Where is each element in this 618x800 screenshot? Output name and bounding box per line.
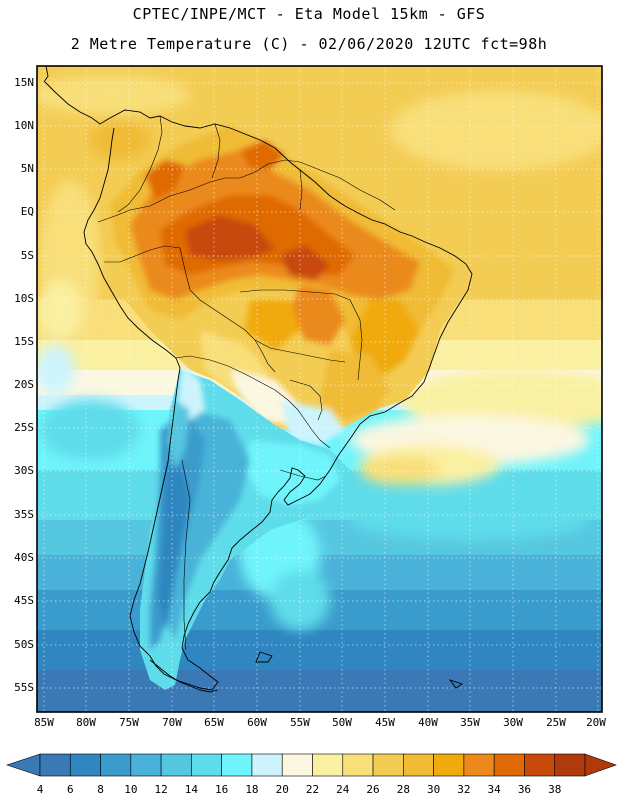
colorbar-tick-label: 32	[457, 783, 471, 796]
colorbar-swatch	[221, 753, 253, 777]
map-title-line-1: CPTEC/INPE/MCT - Eta Model 15km - GFS	[132, 5, 486, 23]
colorbar	[6, 753, 617, 777]
colorbar-swatch	[312, 753, 344, 777]
colorbar-swatch	[69, 753, 101, 777]
map-title-line-2: 2 Metre Temperature (C) - 02/06/2020 12U…	[70, 35, 548, 53]
lat-label: 30S	[14, 464, 34, 477]
colorbar-swatch	[403, 753, 434, 777]
lat-label: 10N	[14, 119, 34, 132]
colorbar-tick-label: 8	[97, 783, 104, 796]
lon-label: 40W	[418, 716, 438, 729]
colorbar-tick-label: 6	[66, 783, 74, 796]
lat-label: EQ	[20, 205, 34, 218]
colorbar-tick-label: 36	[517, 783, 532, 796]
colorbar-tick-label: 16	[215, 783, 229, 796]
colorbar-swatch	[191, 753, 222, 777]
lon-label: 80W	[76, 716, 96, 729]
lat-label: 50S	[14, 638, 34, 651]
lon-label: 65W	[204, 716, 224, 729]
colorbar-tick-label: 4	[36, 783, 44, 796]
colorbar-swatch	[524, 753, 556, 777]
lon-label: 30W	[503, 716, 523, 729]
colorbar-tick-label: 34	[487, 783, 501, 796]
colorbar-tick-label: 20	[275, 783, 289, 796]
colorbar-tick-label: 28	[396, 783, 410, 796]
colorbar-swatch	[251, 753, 283, 777]
colorbar-tick-label: 38	[548, 783, 562, 796]
lat-label: 40S	[14, 551, 34, 564]
lon-label: 70W	[162, 716, 182, 729]
colorbar-arrow-low	[6, 753, 41, 777]
temperature-field	[37, 66, 602, 712]
country-borders	[97, 115, 396, 651]
colorbar-swatch	[463, 753, 495, 777]
lat-label: 45S	[14, 594, 34, 607]
lon-label: 55W	[290, 716, 310, 729]
colorbar-arrow-high	[584, 753, 617, 777]
colorbar-tick-label: 12	[154, 783, 168, 796]
colorbar-swatch	[554, 753, 586, 777]
lat-label: 5N	[20, 162, 34, 175]
colorbar-swatch	[160, 753, 192, 777]
colorbar-tick-label: 24	[336, 783, 350, 796]
lat-label: 55S	[14, 681, 34, 694]
colorbar-tick-label: 22	[305, 783, 320, 796]
colorbar-swatch	[39, 753, 71, 777]
colorbar-swatch	[281, 753, 313, 777]
lat-label: 20S	[14, 378, 34, 391]
colorbar-tick-label: 26	[366, 783, 380, 796]
lon-label: 60W	[247, 716, 267, 729]
colorbar-tick-label: 18	[245, 783, 259, 796]
colorbar-swatch	[433, 753, 465, 777]
colorbar-swatch	[342, 753, 374, 777]
map-frame	[36, 65, 603, 713]
lon-label: 45W	[375, 716, 395, 729]
colorbar-swatch	[100, 753, 132, 777]
lat-label: 10S	[14, 292, 34, 305]
lat-label: 35S	[14, 508, 34, 521]
colorbar-tick-label: 10	[124, 783, 138, 796]
colorbar-swatch	[130, 753, 162, 777]
land-temperature	[100, 120, 472, 690]
lon-label: 85W	[34, 716, 54, 729]
lat-label: 15N	[14, 76, 34, 89]
lat-label: 25S	[14, 421, 34, 434]
lon-label: 50W	[332, 716, 352, 729]
coastline	[43, 66, 473, 693]
lon-label: 25W	[546, 716, 566, 729]
lon-label: 20W	[586, 716, 606, 729]
lat-label: 15S	[14, 335, 34, 348]
colorbar-tick-label: 30	[426, 783, 441, 796]
lon-label: 35W	[460, 716, 480, 729]
lat-label: 5S	[20, 249, 34, 262]
lon-label: 75W	[119, 716, 139, 729]
colorbar-tick-label: 14	[184, 783, 198, 796]
colorbar-swatch	[372, 753, 404, 777]
colorbar-swatch	[493, 753, 525, 777]
